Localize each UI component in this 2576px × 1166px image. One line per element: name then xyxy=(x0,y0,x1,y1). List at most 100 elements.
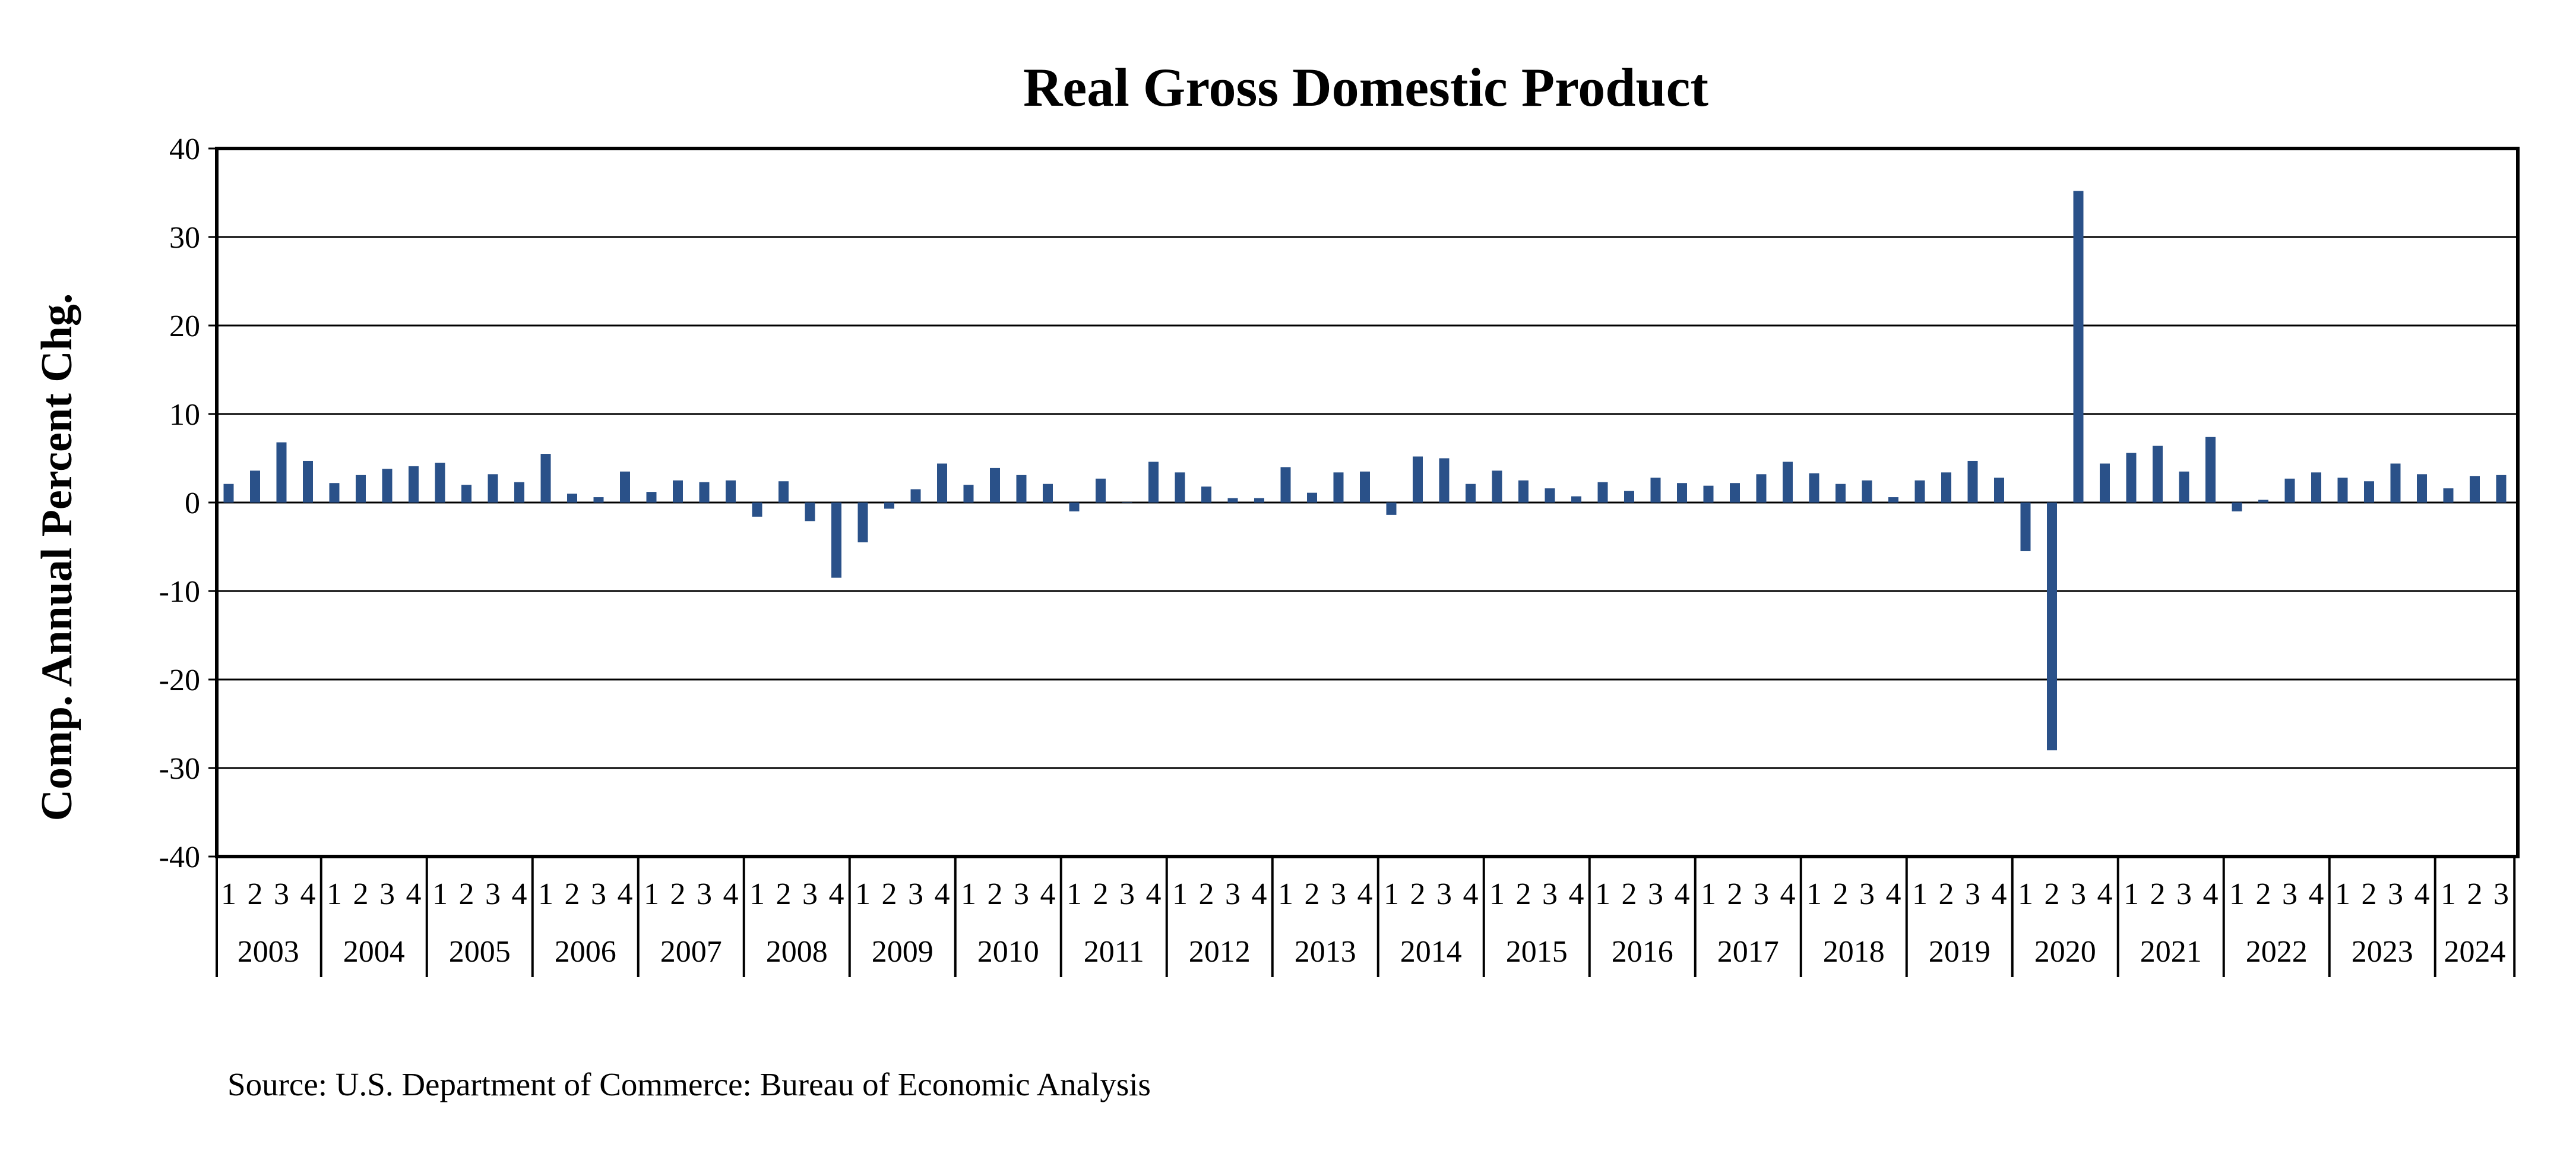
bar-2022-q3 xyxy=(2284,478,2295,503)
year-label: 2006 xyxy=(555,935,616,969)
bar-2016-q2 xyxy=(1624,491,1634,503)
bar-2018-q4 xyxy=(1888,497,1898,503)
quarter-label: 2 xyxy=(1305,877,1320,911)
bar-2014-q4 xyxy=(1466,484,1476,503)
y-tick-label: -20 xyxy=(159,663,200,697)
bar-2023-q3 xyxy=(2390,463,2401,503)
quarter-label: 3 xyxy=(1648,877,1663,911)
quarter-label: 2 xyxy=(565,877,580,911)
quarter-label: 2 xyxy=(2045,877,2060,911)
quarter-label: 4 xyxy=(723,877,739,911)
quarter-label: 1 xyxy=(432,877,448,911)
quarter-label: 2 xyxy=(882,877,897,911)
quarter-label: 1 xyxy=(644,877,659,911)
bar-2010-q1 xyxy=(963,485,974,503)
quarter-label: 4 xyxy=(829,877,844,911)
bar-2017-q4 xyxy=(1783,462,1793,503)
y-tick-label: -10 xyxy=(159,575,200,609)
quarter-label: 2 xyxy=(670,877,686,911)
quarter-label: 4 xyxy=(935,877,950,911)
bar-2010-q2 xyxy=(990,467,1000,503)
quarter-label: 3 xyxy=(1436,877,1452,911)
quarter-label: 3 xyxy=(697,877,712,911)
bar-2007-q1 xyxy=(646,492,657,503)
y-tick-label: -40 xyxy=(159,840,200,874)
quarter-label: 2 xyxy=(1410,877,1426,911)
chart-title: Real Gross Domestic Product xyxy=(1023,57,1708,118)
bar-2012-q3 xyxy=(1227,498,1238,503)
quarter-label: 1 xyxy=(2018,877,2033,911)
year-label: 2013 xyxy=(1295,935,1356,969)
y-axis-label: Comp. Annual Percent Chg. xyxy=(33,293,81,821)
bar-2004-q2 xyxy=(356,475,366,503)
quarter-label: 3 xyxy=(2282,877,2297,911)
quarter-label: 2 xyxy=(2256,877,2271,911)
quarter-label: 4 xyxy=(1146,877,1162,911)
quarter-label: 1 xyxy=(327,877,342,911)
bar-2021-q2 xyxy=(2153,445,2163,503)
bar-2011-q4 xyxy=(1148,462,1159,503)
quarter-label: 1 xyxy=(1278,877,1293,911)
bar-2023-q2 xyxy=(2364,481,2374,503)
quarter-label: 1 xyxy=(855,877,871,911)
quarter-label: 4 xyxy=(300,877,316,911)
year-label: 2004 xyxy=(343,935,405,969)
bar-2017-q2 xyxy=(1730,483,1740,503)
quarter-label: 3 xyxy=(2176,877,2192,911)
bar-2008-q1 xyxy=(752,503,762,517)
bar-2007-q3 xyxy=(699,482,710,503)
bar-2020-q1 xyxy=(2020,503,2031,551)
quarter-label: 3 xyxy=(379,877,395,911)
quarter-label: 1 xyxy=(1806,877,1822,911)
bar-2024-q3 xyxy=(2496,475,2507,503)
bar-2019-q3 xyxy=(1967,460,1978,503)
quarter-label: 3 xyxy=(1859,877,1875,911)
quarter-label: 1 xyxy=(961,877,976,911)
bar-2006-q4 xyxy=(620,471,630,503)
quarter-label: 3 xyxy=(485,877,501,911)
bar-2004-q3 xyxy=(382,469,393,503)
year-label: 2015 xyxy=(1506,935,1568,969)
quarter-label: 4 xyxy=(2097,877,2113,911)
quarter-label: 2 xyxy=(1199,877,1214,911)
quarter-label: 4 xyxy=(2309,877,2324,911)
bar-2010-q3 xyxy=(1016,475,1027,503)
quarter-label: 4 xyxy=(1886,877,1901,911)
bar-2010-q4 xyxy=(1043,484,1053,503)
bar-2017-q3 xyxy=(1756,474,1767,503)
bar-2015-q2 xyxy=(1518,480,1528,503)
bar-2008-q2 xyxy=(779,481,789,503)
year-label: 2020 xyxy=(2034,935,2096,969)
quarter-label: 1 xyxy=(1067,877,1082,911)
quarter-label: 2 xyxy=(459,877,474,911)
bar-2015-q1 xyxy=(1492,470,1502,503)
bar-2022-q2 xyxy=(2258,500,2268,503)
bar-2012-q2 xyxy=(1201,486,1211,503)
quarter-label: 1 xyxy=(221,877,236,911)
quarter-label: 3 xyxy=(2388,877,2403,911)
quarter-label: 2 xyxy=(2467,877,2483,911)
year-label: 2019 xyxy=(1929,935,1990,969)
bar-2014-q1 xyxy=(1386,503,1397,515)
year-label: 2011 xyxy=(1084,935,1144,969)
bar-2013-q4 xyxy=(1360,471,1370,503)
quarter-label: 4 xyxy=(1780,877,1796,911)
quarter-label: 1 xyxy=(2124,877,2139,911)
year-label: 2009 xyxy=(872,935,933,969)
bar-2020-q4 xyxy=(2100,463,2110,503)
bar-2005-q2 xyxy=(461,485,471,503)
quarter-label: 2 xyxy=(2362,877,2377,911)
bars xyxy=(223,191,2507,751)
bar-2012-q4 xyxy=(1254,498,1264,503)
quarter-label: 3 xyxy=(1225,877,1240,911)
quarter-label: 2 xyxy=(353,877,369,911)
quarter-label: 4 xyxy=(1040,877,1056,911)
quarter-label: 1 xyxy=(1489,877,1505,911)
year-label: 2012 xyxy=(1189,935,1251,969)
bar-2023-q4 xyxy=(2417,474,2427,503)
quarter-label: 4 xyxy=(1357,877,1373,911)
quarter-label: 2 xyxy=(776,877,792,911)
bar-2013-q2 xyxy=(1307,492,1317,503)
bar-2016-q3 xyxy=(1650,478,1661,503)
